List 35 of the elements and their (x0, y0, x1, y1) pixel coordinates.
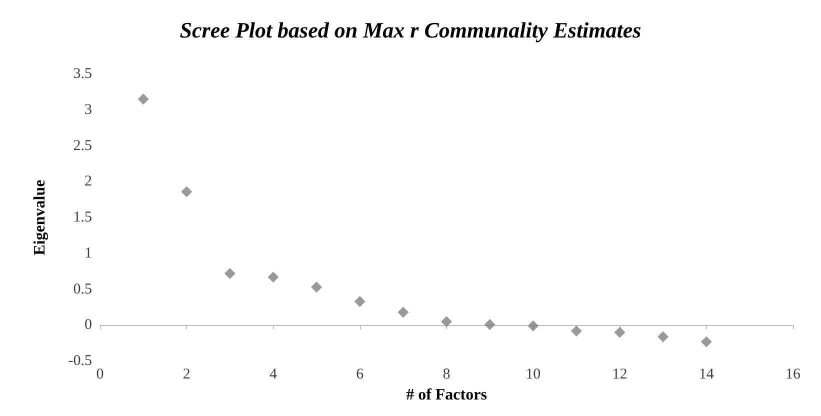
y-tick-label: 0 (84, 317, 92, 334)
point (311, 282, 322, 293)
y-tick-label: 3 (84, 102, 92, 118)
point (441, 316, 452, 328)
x-tick-label: 6 (356, 366, 364, 383)
x-tick-label: 16 (786, 366, 801, 383)
point (181, 186, 192, 198)
x-tick-label: 12 (612, 366, 628, 383)
y-tick-label: 2.5 (73, 138, 92, 154)
point (398, 306, 409, 318)
point (224, 268, 236, 280)
y-tick-label: 2 (84, 174, 92, 190)
y-tick-label: 0.5 (73, 281, 92, 298)
point (138, 94, 149, 105)
x-tick-label: 10 (526, 366, 541, 383)
point (354, 296, 366, 308)
y-tick-label: 1 (84, 245, 92, 262)
x-tick-label: 8 (442, 366, 450, 383)
x-tick-label: 14 (698, 366, 714, 383)
point (268, 272, 279, 283)
x-tick-label: 4 (270, 366, 278, 383)
point (484, 318, 496, 330)
x-axis-title: # of Factors (406, 386, 487, 404)
y-tick-label: 1.5 (73, 210, 92, 226)
point (658, 331, 669, 342)
chart-title: Scree Plot based on Max r Communality Estimates (180, 18, 642, 42)
y-tick-label: 3.5 (73, 66, 92, 82)
x-tick-label: 2 (182, 366, 190, 383)
point (528, 320, 539, 332)
point (570, 325, 582, 336)
y-tick-label: -0.5 (68, 353, 92, 370)
y-axis-title: Eigenvalue (32, 180, 48, 256)
point (700, 336, 712, 348)
point (614, 326, 626, 338)
x-tick-label: 0 (96, 366, 104, 383)
